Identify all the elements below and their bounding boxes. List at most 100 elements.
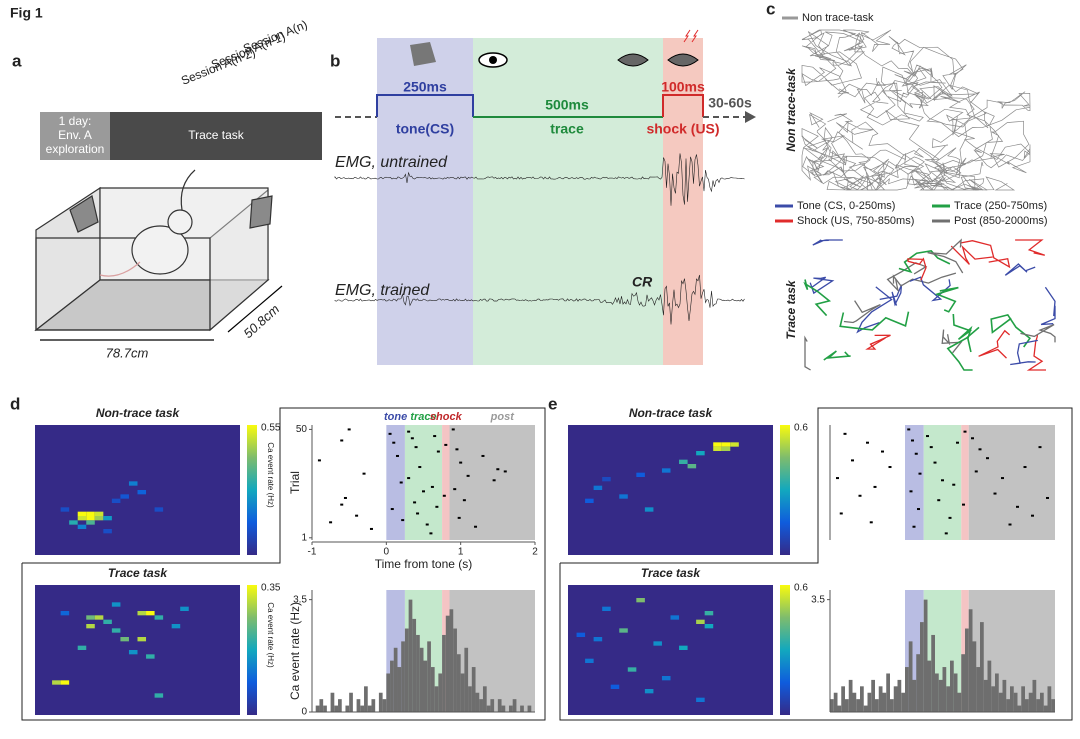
window [923, 425, 962, 540]
histogram-bar [946, 686, 950, 712]
histogram-bar [897, 679, 902, 712]
shock-pulse [662, 94, 704, 117]
heatmap-cell [696, 619, 705, 624]
trajectory [892, 272, 957, 287]
trajectory [879, 284, 903, 307]
histogram-bar [512, 699, 517, 712]
raster-event [466, 474, 470, 477]
histogram-bar [490, 699, 495, 712]
raster-event [369, 527, 373, 530]
colorbar-max: 0.55 [261, 423, 281, 434]
panel-label: a [12, 51, 22, 70]
histogram-bar [434, 686, 439, 712]
raster-event [435, 505, 439, 508]
histogram-bar [445, 615, 450, 712]
histogram-bar [920, 622, 924, 712]
heatmap-cell [60, 611, 70, 616]
trajectory [812, 239, 843, 246]
raster-event [836, 477, 839, 480]
emg-label: EMG, trained [335, 282, 430, 299]
trajectory [1040, 286, 1056, 326]
histogram-bar [404, 628, 409, 712]
histogram-bar [995, 673, 999, 712]
histogram-bar [430, 667, 435, 712]
trajectory [898, 249, 951, 274]
histogram-bar [497, 699, 502, 712]
raster-event [407, 477, 411, 480]
trajectory [946, 326, 980, 371]
heatmap-cell [704, 611, 714, 616]
histogram-bar [378, 692, 383, 712]
width-label: 78.7cm [106, 345, 149, 360]
histogram-bar [1025, 699, 1029, 712]
histogram-bar [957, 692, 962, 712]
heatmap-cell [653, 641, 662, 646]
window-label: shock [430, 411, 463, 423]
colorbar-label: Ca event rate (Hz) [266, 602, 275, 668]
trajectory [907, 257, 927, 281]
heatmap-cell [713, 442, 722, 447]
histogram-bar [456, 654, 461, 712]
trajectory [801, 29, 933, 98]
depth-label: 50.8cm [240, 301, 282, 341]
raster-event [418, 466, 422, 469]
histogram-bar [356, 699, 361, 712]
histogram-bar [453, 628, 457, 712]
window [386, 425, 405, 540]
duration-label: 100ms [661, 79, 705, 95]
trajectory [843, 300, 881, 324]
histogram-bar [942, 667, 947, 712]
trajectory [856, 286, 893, 334]
raster-event [453, 488, 457, 491]
histogram-bar [393, 647, 398, 712]
histogram-bar [1051, 699, 1055, 712]
colorbar-label: Ca event rate (Hz) [266, 442, 275, 508]
trajectory [990, 313, 1031, 348]
histogram-bar [848, 679, 853, 712]
histogram-bar [486, 705, 491, 712]
tone-window [377, 38, 473, 365]
raster-event [347, 428, 351, 431]
histogram-bar [1032, 679, 1037, 712]
raster-event [413, 501, 417, 504]
raster-event [914, 452, 918, 455]
heatmap-title: Trace task [108, 566, 168, 580]
heatmap-cell [619, 494, 628, 499]
task-text: Trace task [188, 128, 245, 142]
duration-label: 500ms [545, 97, 589, 113]
raster-event [399, 481, 403, 484]
histogram-bar [449, 609, 454, 712]
raster-event [974, 470, 978, 473]
heatmap-cell [94, 516, 104, 521]
histogram-bar [972, 641, 977, 712]
histogram-bar [416, 634, 420, 712]
heatmap-cell [103, 529, 112, 534]
heatmap-cell [721, 446, 731, 451]
histogram-bar [983, 679, 988, 712]
heatmap-cell [610, 684, 620, 689]
heatmap-cell [146, 611, 155, 616]
emg-trace [334, 274, 745, 325]
trajectory [865, 334, 891, 350]
timeline-arrow [745, 111, 756, 123]
histogram-bar [1047, 686, 1052, 712]
raster-event [492, 479, 496, 482]
heatmap-cell [120, 494, 129, 499]
histogram-bar [935, 673, 939, 712]
colorbar [780, 425, 790, 555]
histogram-bar [1013, 692, 1018, 712]
histogram-bar [863, 705, 868, 712]
colorbar-max: 0.6 [794, 583, 808, 594]
histogram-bar [471, 667, 476, 712]
raster-event [1038, 446, 1042, 449]
raster-event [340, 503, 344, 506]
trajectory [1010, 339, 1038, 366]
trajectory [926, 64, 1031, 174]
histogram-bar [976, 667, 980, 712]
trace-window [473, 38, 663, 365]
raster-event [395, 454, 399, 457]
trajectory [927, 238, 964, 274]
duration-label: 30-60s [708, 95, 752, 111]
histogram-bar [360, 705, 365, 712]
raster-event [414, 446, 418, 449]
